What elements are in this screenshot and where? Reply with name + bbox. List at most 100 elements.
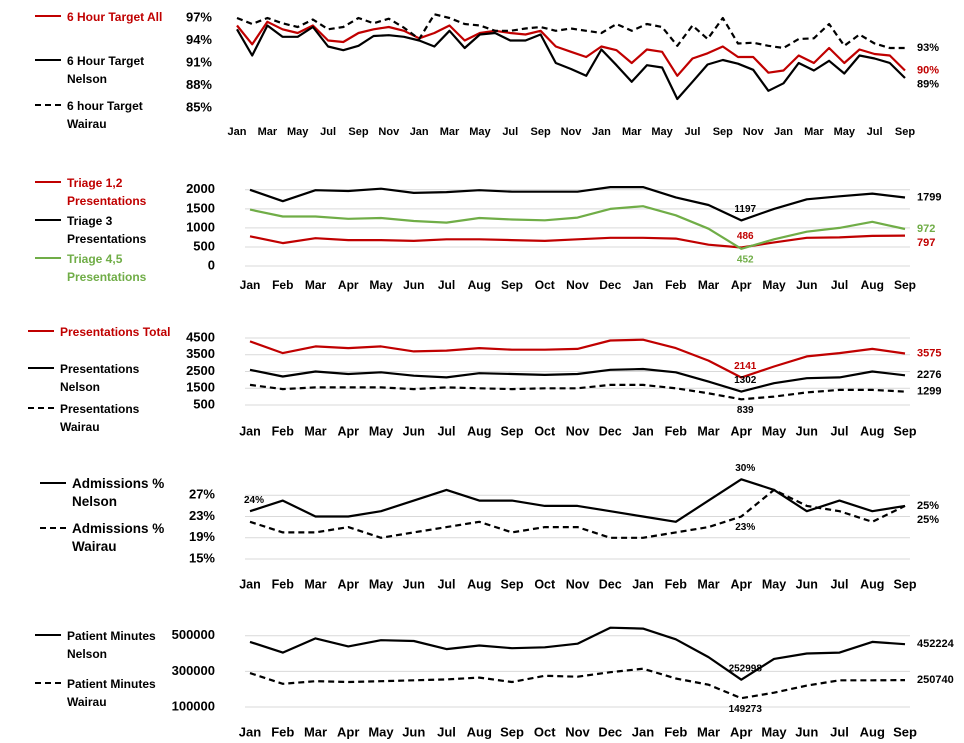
x-tick-label: Nov xyxy=(566,424,590,438)
x-tick-label: Sep xyxy=(500,724,524,739)
x-tick-label: May xyxy=(368,724,394,739)
x-tick-label: May xyxy=(369,424,393,438)
data-label: 23% xyxy=(735,522,755,533)
x-tick-label: Aug xyxy=(860,577,884,591)
y-tick-label: 27% xyxy=(189,487,215,502)
x-tick-label: Dec xyxy=(599,278,621,292)
x-tick-label: Aug xyxy=(467,724,492,739)
x-tick-label: Jan xyxy=(239,577,261,591)
x-tick-label: Jan xyxy=(228,126,247,138)
x-tick-label: Sep xyxy=(501,424,524,438)
y-tick-label: 23% xyxy=(189,508,215,523)
x-tick-label: Jul xyxy=(437,724,456,739)
x-tick-label: Apr xyxy=(338,278,359,292)
data-label: 1302 xyxy=(734,375,757,386)
legend-label: Admissions % Nelson xyxy=(72,476,165,509)
x-tick-label: Sep xyxy=(893,724,917,739)
x-tick-label: Jan xyxy=(592,126,611,138)
y-tick-label: 2000 xyxy=(186,181,215,196)
x-tick-label: Aug xyxy=(861,278,884,292)
x-tick-label: May xyxy=(287,126,309,138)
legend-swatch xyxy=(40,482,66,484)
x-tick-label: Jun xyxy=(796,577,818,591)
line-series xyxy=(249,367,906,393)
x-tick-label: Sep xyxy=(894,577,917,591)
line-series xyxy=(249,186,906,222)
x-tick-label: Jul xyxy=(867,126,883,138)
x-tick-label: Jul xyxy=(830,424,848,438)
line-series xyxy=(249,338,906,379)
x-tick-label: Feb xyxy=(272,577,295,591)
x-tick-label: Jul xyxy=(437,424,455,438)
x-tick-label: Mar xyxy=(622,126,642,138)
x-tick-label: Jan xyxy=(774,126,793,138)
x-tick-label: Jan xyxy=(632,724,654,739)
data-label: 1799 xyxy=(917,191,941,203)
line-series xyxy=(236,13,905,50)
x-tick-label: Apr xyxy=(730,577,752,591)
legend-swatch xyxy=(35,181,61,183)
legend-swatch xyxy=(35,104,61,106)
y-tick-label: 91% xyxy=(186,54,212,69)
x-tick-label: Aug xyxy=(860,424,884,438)
x-tick-label: Oct xyxy=(534,577,556,591)
x-tick-label: Sep xyxy=(894,424,917,438)
x-tick-label: Mar xyxy=(697,724,720,739)
data-label: 452224 xyxy=(917,638,955,650)
legend-entry: 6 hour Target Wairau xyxy=(35,97,179,133)
line-series xyxy=(236,24,906,101)
legend-entry: 6 Hour Target Nelson xyxy=(35,52,179,88)
legend-label: Presentations Total xyxy=(60,325,171,339)
x-tick-label: Feb xyxy=(271,724,294,739)
x-tick-label: Oct xyxy=(535,278,555,292)
legend-label: 6 Hour Target Nelson xyxy=(67,54,145,86)
x-tick-label: Jun xyxy=(402,724,425,739)
x-tick-label: May xyxy=(762,577,786,591)
data-label: 93% xyxy=(917,42,939,54)
x-tick-label: Jun xyxy=(403,424,425,438)
legend-label: 6 hour Target Wairau xyxy=(67,99,143,131)
x-tick-label: Apr xyxy=(730,724,752,739)
data-label: 90% xyxy=(917,64,939,76)
legend-entry: 6 Hour Target All xyxy=(35,8,179,26)
legend-swatch xyxy=(35,682,61,684)
line-series xyxy=(249,626,906,681)
x-tick-label: Sep xyxy=(501,577,524,591)
x-tick-label: Aug xyxy=(468,278,491,292)
data-label: 486 xyxy=(737,231,754,242)
y-tick-label: 500 xyxy=(193,396,215,411)
x-tick-label: May xyxy=(651,126,673,138)
x-tick-label: Apr xyxy=(730,424,752,438)
x-tick-label: May xyxy=(761,724,787,739)
legend-label: Presentations Wairau xyxy=(60,402,140,434)
x-tick-label: Mar xyxy=(305,278,327,292)
data-label: 1197 xyxy=(734,204,756,215)
x-tick-label: Mar xyxy=(258,126,278,138)
x-tick-label: Jul xyxy=(320,126,336,138)
x-tick-label: Nov xyxy=(566,577,590,591)
data-label: 149273 xyxy=(729,704,763,715)
legend-entry: Triage 3 Presentations xyxy=(35,212,179,248)
data-label: 24% xyxy=(244,495,264,506)
data-label: 252998 xyxy=(729,663,763,674)
y-tick-label: 19% xyxy=(189,529,215,544)
y-tick-label: 500000 xyxy=(172,627,215,642)
y-tick-label: 97% xyxy=(186,9,212,24)
x-tick-label: Nov xyxy=(566,278,589,292)
x-tick-label: May xyxy=(762,278,786,292)
data-label: 452 xyxy=(737,254,754,265)
legend-label: Presentations Nelson xyxy=(60,362,140,394)
y-tick-label: 1500 xyxy=(186,200,215,215)
data-label: 839 xyxy=(737,405,754,416)
line-series xyxy=(249,488,906,539)
x-tick-label: Aug xyxy=(467,424,491,438)
y-tick-label: 1500 xyxy=(186,380,215,395)
x-tick-label: Dec xyxy=(599,577,622,591)
y-tick-label: 2500 xyxy=(186,363,215,378)
legend-label: 6 Hour Target All xyxy=(67,10,163,24)
data-label: 25% xyxy=(917,514,939,526)
line-series xyxy=(249,383,906,401)
legend-entry: Admissions % Nelson xyxy=(40,475,184,511)
x-tick-label: Apr xyxy=(337,577,359,591)
legend-entry: Presentations Wairau xyxy=(28,400,172,436)
